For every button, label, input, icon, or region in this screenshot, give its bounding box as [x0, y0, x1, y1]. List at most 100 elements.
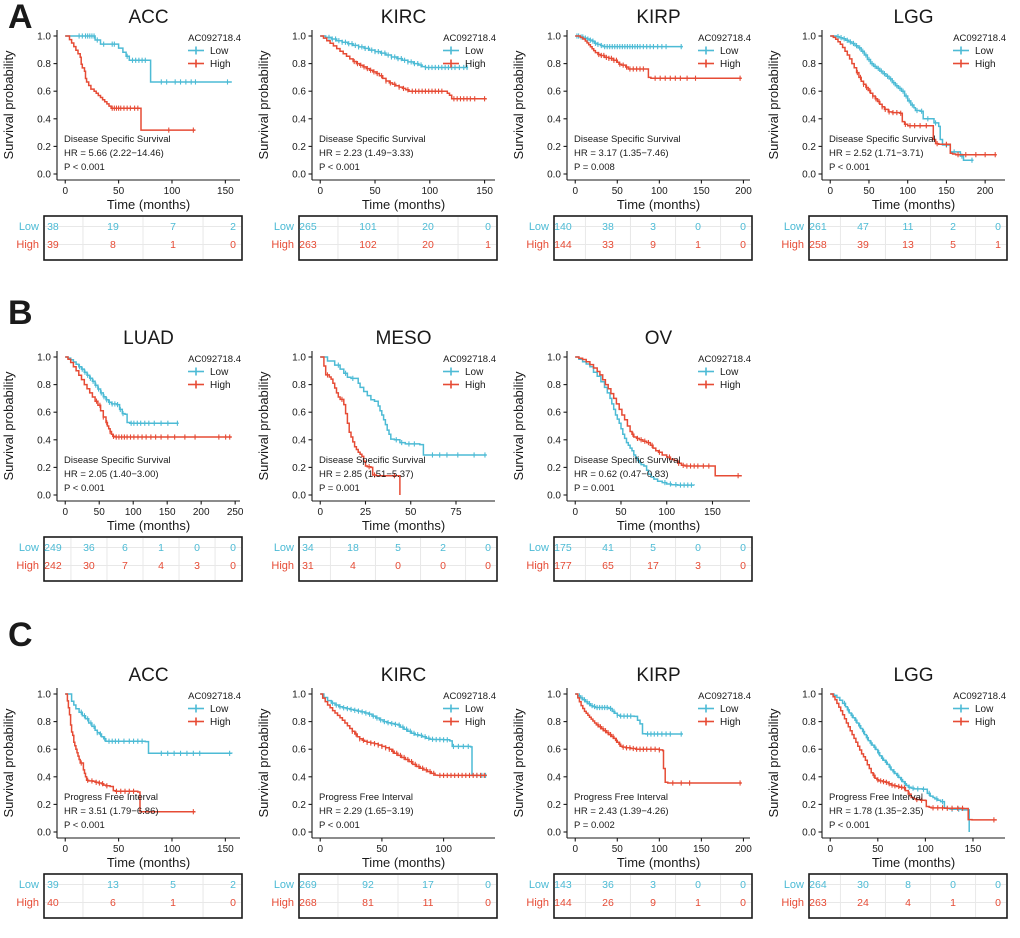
axes [311, 688, 495, 839]
risk-table: Low High 34 18 5 2 0 31 4 0 0 0 [271, 536, 498, 582]
y-axis-ticks: 1.0 0.8 0.6 0.4 0.2 0.0 [547, 32, 567, 181]
x-axis-ticks: 0 50 100 150 [827, 838, 982, 855]
risk-count-high: 39 [47, 239, 59, 251]
high-curve [575, 693, 742, 786]
risk-count-high: 30 [83, 560, 95, 572]
x-axis-ticks: 0 50 100 [317, 838, 452, 855]
high-curve [65, 35, 196, 133]
endpoint-label: Disease Specific Survival [64, 134, 171, 145]
legend: AC092718.4 Low High [698, 33, 751, 70]
endpoint-label: Progress Free Interval [64, 792, 158, 803]
y-axis-label: Survival probability [511, 50, 526, 160]
low-curve [65, 356, 179, 426]
svg-text:0.0: 0.0 [802, 170, 816, 181]
endpoint-label: Disease Specific Survival [574, 455, 681, 466]
risk-count-high: 31 [302, 560, 314, 572]
x-axis-label: Time (months) [107, 518, 190, 533]
risk-count-low: 0 [695, 879, 701, 891]
stats-annotation: Disease Specific Survival HR = 0.62 (0.47… [574, 455, 681, 494]
svg-text:0.2: 0.2 [547, 463, 561, 474]
risk-count-high: 1 [695, 239, 701, 251]
svg-text:150: 150 [217, 844, 234, 855]
low-curve [65, 693, 233, 756]
svg-text:100: 100 [651, 186, 668, 197]
y-axis-ticks: 1.0 0.8 0.6 0.4 0.2 0.0 [292, 353, 312, 502]
svg-text:0.4: 0.4 [292, 114, 306, 125]
legend-title: AC092718.4 [443, 354, 496, 365]
hazard-ratio: HR = 3.51 (1.79−6.86) [64, 806, 159, 817]
svg-text:0.0: 0.0 [37, 491, 51, 502]
low-curve [575, 356, 695, 488]
hazard-ratio: HR = 2.29 (1.65−3.19) [319, 806, 414, 817]
svg-text:0.8: 0.8 [547, 59, 561, 70]
risk-count-high: 81 [362, 897, 374, 909]
high-curve [320, 356, 401, 495]
x-axis-ticks: 0 25 50 75 [317, 501, 462, 518]
svg-text:100: 100 [917, 844, 934, 855]
plot-title: MESO [376, 328, 432, 349]
risk-count-low: 7 [170, 221, 176, 233]
svg-text:0.0: 0.0 [547, 491, 561, 502]
risk-count-low: 3 [650, 221, 656, 233]
risk-row-label-low: Low [19, 221, 39, 233]
legend-entry: High [975, 717, 996, 728]
svg-text:100: 100 [651, 844, 668, 855]
svg-text:0.2: 0.2 [547, 800, 561, 811]
risk-table: Low High 143 36 3 0 0 144 26 9 1 0 [526, 873, 753, 919]
svg-text:50: 50 [612, 844, 624, 855]
legend-entry: High [465, 59, 486, 70]
svg-text:0.6: 0.6 [37, 87, 51, 98]
svg-text:50: 50 [872, 844, 884, 855]
svg-text:0.8: 0.8 [292, 380, 306, 391]
svg-text:0.6: 0.6 [292, 408, 306, 419]
risk-count-low: 264 [809, 879, 827, 891]
svg-text:1.0: 1.0 [37, 32, 51, 43]
risk-count-low: 41 [602, 542, 614, 554]
hazard-ratio: HR = 2.05 (1.40−3.00) [64, 469, 159, 480]
y-axis-label: Survival probability [256, 371, 271, 481]
axes [821, 30, 1005, 181]
risk-count-high: 0 [740, 239, 746, 251]
risk-row-label-low: Low [784, 879, 804, 891]
axes [311, 351, 495, 502]
risk-table: Low High 140 38 3 0 0 144 33 9 1 0 [526, 215, 753, 261]
risk-table: Low High 261 47 11 2 0 258 39 13 5 1 [781, 215, 1008, 261]
stats-annotation: Disease Specific Survival HR = 5.66 (2.22… [64, 134, 171, 173]
risk-count-high: 7 [122, 560, 128, 572]
risk-row-label-high: High [781, 239, 804, 251]
svg-text:0.2: 0.2 [802, 800, 816, 811]
risk-count-low: 2 [440, 542, 446, 554]
p-value: P = 0.001 [574, 483, 615, 494]
risk-row-label-high: High [16, 560, 39, 572]
y-axis-ticks: 1.0 0.8 0.6 0.4 0.2 0.0 [802, 32, 822, 181]
endpoint-label: Disease Specific Survival [64, 455, 171, 466]
svg-text:50: 50 [113, 186, 125, 197]
svg-text:0.2: 0.2 [292, 800, 306, 811]
risk-count-low: 101 [359, 221, 377, 233]
legend-entry: High [975, 59, 996, 70]
p-value: P < 0.001 [64, 483, 105, 494]
risk-count-high: 0 [230, 239, 236, 251]
risk-count-low: 269 [299, 879, 317, 891]
x-axis-label: Time (months) [617, 197, 700, 212]
low-curve [575, 693, 683, 737]
high-curve [65, 693, 196, 815]
svg-text:250: 250 [227, 507, 244, 518]
legend-entry: High [465, 380, 486, 391]
risk-count-low: 92 [362, 879, 374, 891]
svg-text:50: 50 [94, 507, 106, 518]
panel-a-plots: ACC 1.0 0.8 0.6 0.4 0.2 0.0 0 50 100 150 Time (mont… [0, 4, 1020, 266]
svg-text:0.0: 0.0 [292, 170, 306, 181]
stats-annotation: Disease Specific Survival HR = 3.17 (1.35… [574, 134, 681, 173]
svg-text:50: 50 [113, 844, 125, 855]
svg-text:0.6: 0.6 [802, 87, 816, 98]
svg-text:0.6: 0.6 [547, 87, 561, 98]
svg-text:0.4: 0.4 [292, 435, 306, 446]
legend-entry: Low [465, 367, 484, 378]
legend-title: AC092718.4 [953, 33, 1006, 44]
risk-row-label-high: High [271, 239, 294, 251]
p-value: P = 0.002 [574, 820, 615, 831]
x-axis-label: Time (months) [362, 855, 445, 870]
p-value: P < 0.001 [829, 162, 870, 173]
x-axis-ticks: 0 50 100 150 [317, 180, 493, 197]
